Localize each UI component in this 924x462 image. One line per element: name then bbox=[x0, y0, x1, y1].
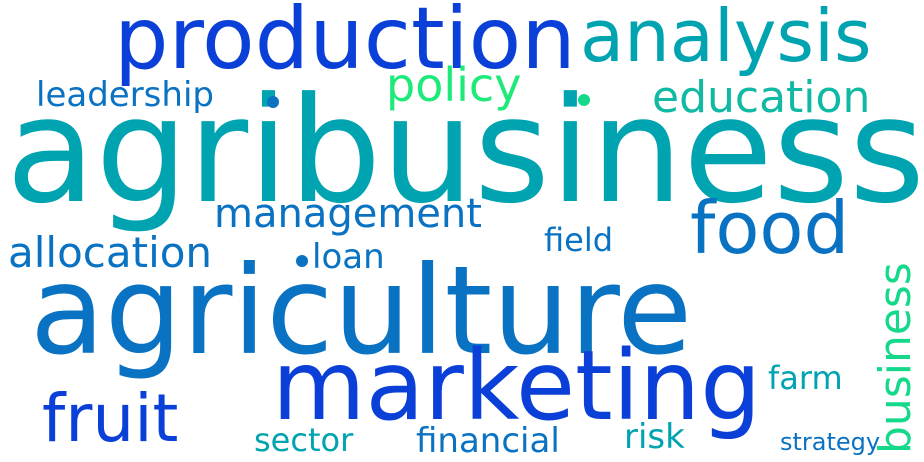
word-business: business bbox=[870, 262, 921, 454]
dot-marker bbox=[267, 96, 279, 108]
dot-marker bbox=[578, 94, 590, 106]
word-fruit: fruit bbox=[42, 380, 179, 457]
word-agriculture: agriculture bbox=[30, 240, 693, 382]
word-food: food bbox=[690, 186, 850, 270]
word-production: production bbox=[114, 0, 576, 89]
word-farm: farm bbox=[768, 359, 843, 397]
word-field: field bbox=[544, 221, 614, 259]
dot-marker bbox=[296, 255, 308, 267]
word-sector: sector bbox=[254, 421, 354, 459]
word-education: education bbox=[652, 72, 871, 123]
word-marketing: marketing bbox=[272, 330, 762, 442]
word-strategy: strategy bbox=[780, 428, 881, 456]
word-policy: policy bbox=[386, 58, 522, 112]
word-leadership: leadership bbox=[36, 75, 214, 115]
word-loan: loan bbox=[312, 237, 385, 277]
word-agribusiness: agribusiness bbox=[6, 66, 924, 236]
word-financial: financial bbox=[416, 421, 560, 461]
word-analysis: analysis bbox=[580, 0, 872, 78]
word-allocation: allocation bbox=[8, 228, 213, 277]
word-management: management bbox=[214, 191, 482, 237]
word-risk: risk bbox=[624, 417, 685, 457]
